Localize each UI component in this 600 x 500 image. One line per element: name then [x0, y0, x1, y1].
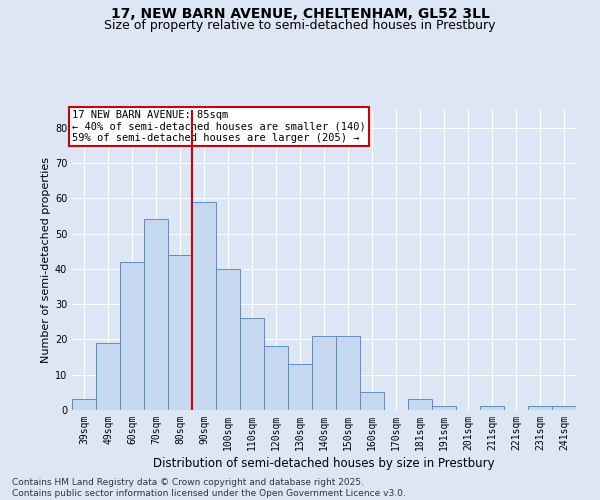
Text: Size of property relative to semi-detached houses in Prestbury: Size of property relative to semi-detach… — [104, 18, 496, 32]
Bar — [120, 262, 144, 410]
Bar — [408, 400, 432, 410]
Bar — [312, 336, 336, 410]
Bar — [96, 343, 120, 410]
Bar — [72, 400, 96, 410]
Text: 17 NEW BARN AVENUE: 85sqm
← 40% of semi-detached houses are smaller (140)
59% of: 17 NEW BARN AVENUE: 85sqm ← 40% of semi-… — [72, 110, 366, 143]
Bar — [264, 346, 288, 410]
Bar — [288, 364, 312, 410]
Bar — [168, 254, 192, 410]
Bar — [192, 202, 216, 410]
Text: Contains HM Land Registry data © Crown copyright and database right 2025.
Contai: Contains HM Land Registry data © Crown c… — [12, 478, 406, 498]
Bar — [336, 336, 360, 410]
Bar — [480, 406, 504, 410]
Text: 17, NEW BARN AVENUE, CHELTENHAM, GL52 3LL: 17, NEW BARN AVENUE, CHELTENHAM, GL52 3L… — [110, 8, 490, 22]
Bar — [144, 220, 168, 410]
Bar — [432, 406, 456, 410]
Bar — [552, 406, 576, 410]
Y-axis label: Number of semi-detached properties: Number of semi-detached properties — [41, 157, 50, 363]
Bar — [528, 406, 552, 410]
Bar — [216, 269, 240, 410]
Bar — [240, 318, 264, 410]
Bar — [360, 392, 384, 410]
Text: Distribution of semi-detached houses by size in Prestbury: Distribution of semi-detached houses by … — [153, 458, 495, 470]
